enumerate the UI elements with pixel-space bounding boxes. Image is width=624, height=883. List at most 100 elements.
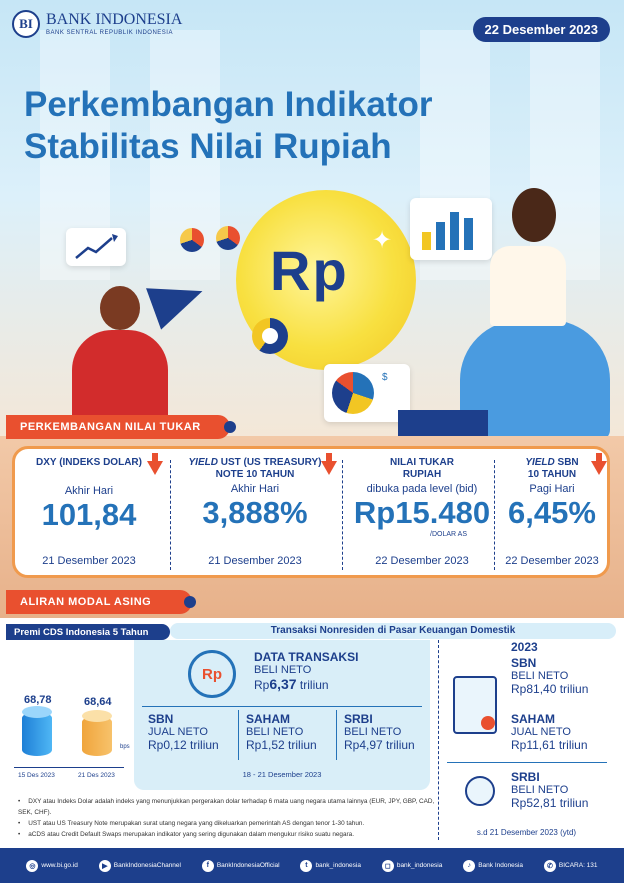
footer-link-label: BankIndonesiaChannel	[113, 862, 181, 869]
item-value: Rp0,12 triliun	[148, 738, 219, 752]
seal-icon	[481, 716, 495, 730]
item-name: SBN	[148, 712, 174, 726]
transaction-summary: DATA TRANSAKSI BELI NETO Rp6,37 triliun	[254, 650, 358, 692]
cds-value-2: 68,64	[84, 696, 112, 708]
footer-link-label: BankIndonesiaOfficial	[216, 862, 280, 869]
item-value: Rp1,52 triliun	[246, 738, 317, 752]
item-value-prefix: Rp	[511, 796, 527, 810]
indicator-ust-yield: YIELD UST (US TREASURY) NOTE 10 TAHUN Ak…	[175, 453, 337, 571]
tiktok-icon: ♪	[463, 859, 476, 872]
footer-link-phone[interactable]: ✆ BICARA: 131	[543, 859, 598, 872]
footer-link-twitter[interactable]: t bank_indonesia	[300, 859, 361, 872]
indicator-subtitle: Akhir Hari	[230, 483, 280, 495]
section-dot	[184, 596, 196, 608]
footer-link-facebook[interactable]: f BankIndonesiaOfficial	[201, 859, 280, 872]
exchange-indicators-box: DXY (INDEKS DOLAR) Akhir Hari 101,84 21 …	[12, 446, 610, 578]
indicator-date: 21 Desember 2023	[208, 555, 302, 567]
item-value-suffix: triliun	[555, 738, 588, 752]
cds-unit: bps	[120, 744, 130, 750]
item-value: Rp52,81 triliun	[511, 796, 588, 810]
item-value-prefix: Rp	[511, 738, 527, 752]
divider	[238, 710, 239, 760]
item-value-number: 4,97	[359, 738, 383, 752]
divider	[447, 762, 607, 763]
rupiah-cycle-icon: Rp	[188, 650, 236, 698]
item-value: Rp11,61 triliun	[511, 738, 588, 752]
transaction-item-srbi: SRBI BELI NETO Rp4,97 triliun	[344, 712, 415, 752]
footer-link-label: bank_indonesia	[396, 862, 443, 869]
coin-rupiah-text: Rp	[270, 239, 349, 302]
background-window	[530, 30, 600, 280]
indicator-title: YIELD SBN 10 TAHUN	[499, 457, 605, 481]
handshake-icon	[465, 776, 495, 806]
section-dot	[224, 421, 236, 433]
indicator-title-italic: YIELD	[525, 457, 555, 468]
footer-link-label: bank_indonesia	[315, 862, 361, 869]
ytd-item-saham: SAHAM JUAL NETO Rp11,61 triliun	[511, 712, 588, 752]
item-value: Rp4,97 triliun	[344, 738, 415, 752]
item-value-suffix: triliun	[284, 738, 317, 752]
indicator-sbn-yield: YIELD SBN 10 TAHUN Pagi Hari 6,45% 22 De…	[499, 453, 607, 571]
item-status: BELI NETO	[344, 726, 402, 738]
title-line-1: Perkembangan Indikator	[24, 85, 433, 124]
social-footer: ◎ www.bi.go.id ▶ BankIndonesiaChannel f Ban…	[0, 848, 624, 883]
summary-value-number: 6,37	[269, 676, 297, 692]
divider	[142, 706, 422, 707]
footnotes: DXY atau Indeks Dolar adalah indeks yang…	[18, 796, 438, 840]
item-value-suffix: triliun	[556, 682, 589, 696]
facebook-icon: f	[201, 859, 214, 872]
summary-value: Rp6,37 triliun	[254, 676, 358, 692]
woman-left-head	[100, 286, 140, 330]
hero-banner: BI BANK INDONESIA BANK SENTRAL REPUBLIK …	[0, 0, 624, 440]
indicator-subtitle: dibuka pada level (bid)	[366, 483, 478, 495]
item-status: BELI NETO	[511, 784, 569, 796]
indicator-title: NILAI TUKAR RUPIAH	[349, 457, 495, 481]
desk-illustration	[398, 410, 488, 440]
arrow-down-icon	[591, 453, 607, 475]
indicator-title-line2: RUPIAH	[402, 469, 442, 480]
arrow-down-icon	[147, 453, 163, 475]
item-name: SAHAM	[511, 712, 555, 726]
summary-status: BELI NETO	[254, 664, 312, 676]
item-value-suffix: triliun	[382, 738, 415, 752]
item-status: JUAL NETO	[511, 726, 571, 738]
cds-bar-2	[82, 710, 112, 756]
item-status: BELI NETO	[511, 670, 569, 682]
cds-baseline	[14, 767, 124, 768]
footer-link-label: BICARA: 131	[558, 862, 598, 869]
phone-icon: ✆	[543, 859, 556, 872]
youtube-icon: ▶	[98, 859, 111, 872]
item-value-prefix: Rp	[246, 738, 262, 752]
bar-chart-card-icon	[410, 198, 492, 260]
woman-right-top	[490, 246, 566, 326]
footer-link-website[interactable]: ◎ www.bi.go.id	[26, 859, 78, 872]
indicator-subtitle: Pagi Hari	[529, 483, 575, 495]
item-name: SRBI	[344, 712, 373, 726]
indicator-date: 21 Desember 2023	[42, 555, 136, 567]
arrow-down-icon	[321, 453, 337, 475]
footer-link-instagram[interactable]: ◻ bank_indonesia	[381, 859, 443, 872]
item-value-number: 0,12	[163, 738, 187, 752]
item-value-number: 52,81	[526, 796, 557, 810]
item-status: JUAL NETO	[148, 726, 208, 738]
indicator-dxy: DXY (INDEKS DOLAR) Akhir Hari 101,84 21 …	[21, 453, 163, 571]
indicator-subtitle: Akhir Hari	[64, 485, 114, 497]
cds-panel-title: Premi CDS Indonesia 5 Tahun	[6, 624, 170, 640]
item-value-number: 81,40	[526, 682, 557, 696]
pie-chart-icon	[180, 228, 204, 252]
twitter-icon: t	[300, 859, 313, 872]
bi-emblem-icon: BI	[12, 10, 40, 38]
cds-date-1: 15 Des 2023	[18, 772, 55, 779]
item-value-number: 1,52	[261, 738, 285, 752]
globe-icon: ◎	[26, 859, 39, 872]
footer-link-youtube[interactable]: ▶ BankIndonesiaChannel	[98, 859, 181, 872]
sparkle-icon: ✦	[372, 227, 393, 254]
item-name: SAHAM	[246, 712, 290, 726]
indicator-title: YIELD UST (US TREASURY) NOTE 10 TAHUN	[175, 457, 335, 481]
divider	[342, 460, 343, 570]
bank-logo[interactable]: BI BANK INDONESIA BANK SENTRAL REPUBLIK …	[12, 10, 182, 38]
item-status: BELI NETO	[246, 726, 304, 738]
indicator-title: DXY (INDEKS DOLAR)	[36, 457, 142, 468]
item-name: SBN	[511, 656, 537, 670]
footer-link-tiktok[interactable]: ♪ Bank Indonesia	[463, 859, 523, 872]
